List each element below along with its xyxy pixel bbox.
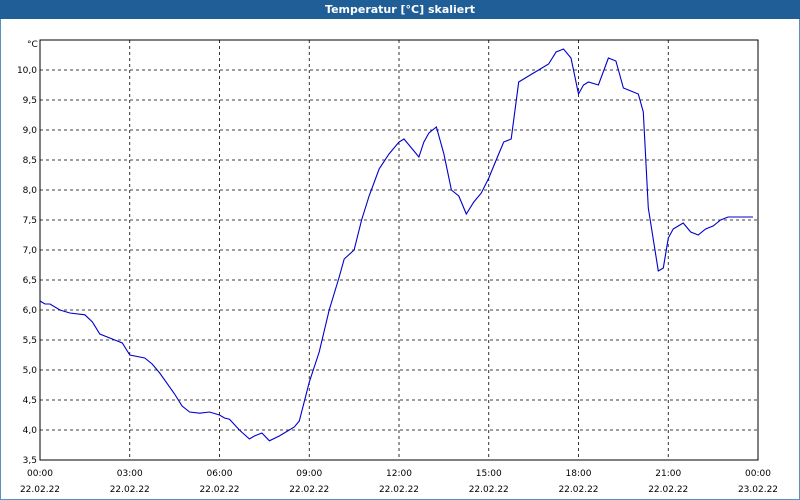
grid xyxy=(40,40,758,460)
x-tick-date-label: 22.02.22 xyxy=(289,485,329,495)
x-tick-date-label: 22.02.22 xyxy=(558,485,598,495)
x-tick-date-label: 22.02.22 xyxy=(379,485,419,495)
x-tick-time-label: 09:00 xyxy=(296,469,322,479)
x-tick-time-label: 15:00 xyxy=(476,469,502,479)
x-tick-time-label: 18:00 xyxy=(566,469,592,479)
y-tick-label: 6,0 xyxy=(23,306,38,316)
y-tick-label: 9,0 xyxy=(23,126,38,136)
y-tick-label: 4,5 xyxy=(23,396,37,406)
y-tick-label: 5,5 xyxy=(23,336,37,346)
y-tick-label: 10,0 xyxy=(17,66,37,76)
x-tick-time-label: 06:00 xyxy=(207,469,233,479)
x-axis-ticks: 00:00 22.02.22 03:00 22.02.22 06:00 22.02.22 0… xyxy=(20,469,778,495)
y-tick-label: 9,5 xyxy=(23,96,37,106)
y-axis-label: °C xyxy=(27,40,38,50)
x-tick-time-label: 12:00 xyxy=(386,469,412,479)
y-tick-label: 8,5 xyxy=(23,156,37,166)
x-tick-time-label: 03:00 xyxy=(117,469,143,479)
x-tick-time-label: 21:00 xyxy=(655,469,681,479)
y-tick-label: 8,0 xyxy=(23,186,38,196)
temperature-series-line xyxy=(39,48,753,442)
y-tick-label: 3,5 xyxy=(23,456,37,466)
x-tick-time-label: 00:00 xyxy=(745,469,771,479)
x-tick-time-label: 00:00 xyxy=(27,469,53,479)
x-tick-date-label: 22.02.22 xyxy=(648,485,688,495)
y-tick-label: 7,0 xyxy=(23,246,38,256)
x-tick-date-label: 22.02.22 xyxy=(469,485,509,495)
y-tick-label: 4,0 xyxy=(23,426,38,436)
y-axis-ticks: 3,5 4,0 4,5 5,0 5,5 6,0 6,5 7,0 7,5 8,0 8,5 9,0 9,5 1… xyxy=(17,66,37,466)
y-tick-label: 6,5 xyxy=(23,276,37,286)
x-tick-date-label: 23.02.22 xyxy=(738,485,778,495)
x-tick-date-label: 22.02.22 xyxy=(199,485,239,495)
y-tick-label: 7,5 xyxy=(23,216,37,226)
x-tick-date-label: 22.02.22 xyxy=(20,485,60,495)
x-tick-date-label: 22.02.22 xyxy=(110,485,150,495)
y-tick-label: 5,0 xyxy=(23,366,38,376)
window-title: Temperatur [°C] skaliert xyxy=(0,0,800,19)
